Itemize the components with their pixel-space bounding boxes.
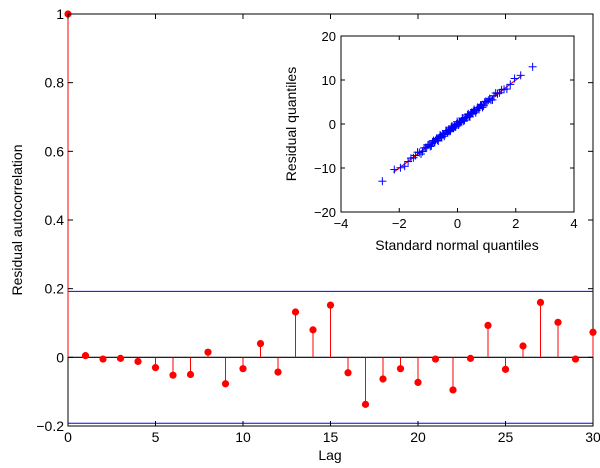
qq-point [434, 136, 443, 145]
x-tick-label: 0 [64, 429, 72, 445]
qq-point [400, 162, 409, 171]
qq-point [427, 141, 436, 150]
stem-marker [256, 340, 265, 348]
qq-point [528, 62, 537, 71]
y-axis-title: Residual autocorrelation [9, 145, 25, 296]
qq-point [493, 89, 502, 98]
stem-marker [186, 370, 195, 379]
x-tick-label: 10 [235, 429, 251, 445]
x-tick-label: 20 [410, 429, 426, 445]
stem-series [64, 10, 597, 408]
stem-marker [239, 365, 247, 373]
stem-marker [379, 375, 387, 383]
qq-point [478, 103, 487, 112]
stem-marker [396, 365, 405, 373]
x-axis-ticks: 0 5 10 15 20 25 30 [64, 14, 600, 445]
stem-marker [361, 400, 370, 408]
x-tick-label: 15 [323, 429, 339, 445]
qq-point [477, 101, 486, 110]
inset-x-axis-title: Standard normal quantiles [375, 237, 538, 253]
inset-x-tick-label: −4 [334, 216, 349, 231]
qq-point [426, 142, 435, 151]
stem-marker [134, 357, 142, 366]
y-tick-label: 1 [56, 6, 64, 22]
qq-point [415, 148, 424, 157]
stem-marker [204, 348, 212, 356]
qq-point [510, 74, 519, 83]
stem-marker [274, 368, 282, 376]
stem-marker [414, 378, 422, 386]
inset-x-tick-label: 4 [570, 216, 577, 231]
stem-marker [449, 386, 457, 394]
inset-y-axis-ticks: −20 −10 0 10 20 [314, 29, 574, 220]
stem-marker [116, 354, 125, 362]
y-tick-label: 0.4 [45, 212, 65, 228]
stem-marker [309, 326, 317, 334]
stem-marker [466, 354, 475, 362]
stem-marker [519, 342, 527, 350]
x-tick-label: 25 [498, 429, 514, 445]
qq-point [488, 95, 497, 104]
stem-marker [81, 352, 90, 360]
y-tick-label: 0.8 [45, 75, 65, 91]
y-tick-label: 0.2 [45, 281, 65, 297]
inset-x-tick-label: −2 [392, 216, 407, 231]
qq-point [516, 71, 525, 80]
stem-marker [291, 308, 300, 316]
stem-marker [484, 321, 492, 330]
inset-x-tick-label: 2 [512, 216, 519, 231]
y-tick-label: 0 [56, 349, 64, 365]
x-axis-title: Lag [318, 447, 341, 463]
stem-marker [221, 380, 230, 388]
stem-marker [431, 355, 440, 363]
qq-point [506, 80, 515, 89]
inset-y-tick-label: 0 [329, 117, 336, 132]
qq-points [378, 62, 537, 186]
stem-marker [536, 298, 545, 306]
qq-point [378, 177, 387, 186]
qq-point [390, 165, 399, 174]
inset-y-tick-label: 10 [322, 73, 336, 88]
stem-marker [169, 371, 177, 379]
y-tick-label: 0.6 [45, 143, 65, 159]
inset-y-axis-title: Residual quantiles [283, 67, 299, 181]
inset-x-axis-ticks: −4 −2 0 2 4 [334, 36, 578, 231]
inset-x-tick-label: 0 [454, 216, 461, 231]
stem-marker [571, 355, 580, 363]
y-axis-ticks: −0.2 0 0.2 0.4 0.6 0.8 1 [36, 6, 593, 434]
inset-y-tick-label: −10 [314, 161, 336, 176]
stem-marker [151, 364, 160, 372]
stem-marker [554, 318, 562, 326]
qq-point [396, 163, 405, 172]
inset-y-tick-label: −20 [314, 205, 336, 220]
stem-marker [99, 355, 107, 363]
x-tick-label: 5 [152, 429, 160, 445]
stem-marker [501, 365, 510, 373]
stem-marker [344, 369, 352, 377]
x-tick-label: 30 [585, 429, 600, 445]
y-tick-label: −0.2 [36, 418, 64, 434]
inset-y-tick-label: 20 [322, 29, 336, 44]
qq-point [502, 85, 511, 94]
stem-marker [326, 301, 335, 309]
stem-marker [589, 328, 597, 336]
qq-point [479, 101, 488, 110]
